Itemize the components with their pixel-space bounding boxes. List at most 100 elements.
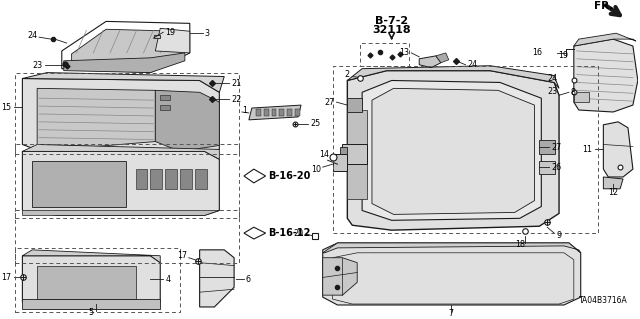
Text: 23: 23	[32, 61, 42, 70]
Text: 27: 27	[324, 98, 335, 107]
Text: 17: 17	[177, 251, 187, 260]
Polygon shape	[540, 161, 555, 174]
Text: 20: 20	[293, 229, 303, 238]
Polygon shape	[64, 53, 185, 73]
Polygon shape	[249, 105, 301, 120]
Polygon shape	[574, 39, 638, 112]
Text: B-16-12: B-16-12	[269, 228, 311, 238]
Polygon shape	[195, 169, 207, 189]
Text: 9: 9	[556, 231, 561, 240]
Text: 3: 3	[205, 29, 209, 38]
Text: 8: 8	[571, 88, 576, 97]
Polygon shape	[372, 88, 534, 214]
Polygon shape	[136, 169, 147, 189]
Polygon shape	[180, 169, 192, 189]
Text: 24: 24	[27, 31, 37, 40]
Polygon shape	[280, 109, 284, 116]
Polygon shape	[22, 73, 224, 92]
Text: 10: 10	[311, 165, 321, 174]
Text: 19: 19	[558, 51, 568, 60]
Polygon shape	[37, 266, 136, 299]
Polygon shape	[604, 122, 633, 177]
Bar	[360, 43, 410, 66]
Polygon shape	[419, 56, 441, 68]
Text: 24: 24	[547, 74, 557, 83]
Polygon shape	[62, 21, 190, 73]
Circle shape	[174, 110, 186, 122]
Text: TA04B3716A: TA04B3716A	[579, 296, 628, 305]
Polygon shape	[32, 161, 126, 206]
Text: 2: 2	[344, 70, 349, 79]
Text: 22: 22	[231, 95, 241, 104]
Text: 13: 13	[399, 48, 410, 57]
Polygon shape	[287, 109, 292, 116]
Polygon shape	[323, 258, 357, 295]
Polygon shape	[342, 145, 367, 164]
Polygon shape	[22, 299, 160, 309]
Text: 21: 21	[231, 79, 241, 88]
Text: 4: 4	[165, 275, 170, 284]
Polygon shape	[244, 227, 266, 239]
Text: 1: 1	[242, 106, 247, 115]
Polygon shape	[323, 243, 580, 253]
Text: 18: 18	[515, 241, 525, 249]
Polygon shape	[574, 33, 636, 46]
Polygon shape	[264, 109, 269, 116]
Polygon shape	[160, 105, 170, 110]
Bar	[15, 145, 239, 218]
Polygon shape	[340, 147, 348, 161]
Polygon shape	[200, 250, 234, 307]
Bar	[333, 66, 598, 233]
Polygon shape	[540, 140, 555, 154]
Polygon shape	[72, 29, 180, 69]
Polygon shape	[37, 88, 156, 146]
Text: 7: 7	[448, 309, 453, 318]
Bar	[15, 211, 239, 263]
Text: B-7-2: B-7-2	[375, 16, 408, 26]
Polygon shape	[22, 250, 160, 263]
Polygon shape	[256, 109, 260, 116]
Text: 17: 17	[1, 273, 12, 282]
Polygon shape	[165, 169, 177, 189]
Polygon shape	[348, 66, 559, 88]
Text: 11: 11	[582, 145, 593, 154]
Polygon shape	[348, 70, 559, 230]
Text: 27: 27	[551, 143, 561, 152]
Polygon shape	[271, 109, 276, 116]
Polygon shape	[22, 211, 220, 215]
Polygon shape	[604, 177, 623, 189]
Text: 15: 15	[1, 103, 12, 112]
Polygon shape	[362, 80, 541, 220]
Text: 5: 5	[89, 308, 94, 317]
Text: 14: 14	[319, 150, 330, 159]
Text: 26: 26	[551, 163, 561, 172]
Text: 19: 19	[165, 28, 175, 37]
Polygon shape	[150, 169, 162, 189]
Polygon shape	[348, 98, 362, 112]
Polygon shape	[22, 78, 220, 157]
Text: 24: 24	[467, 60, 477, 69]
Polygon shape	[348, 110, 367, 199]
Polygon shape	[156, 28, 190, 53]
Polygon shape	[156, 90, 220, 152]
Text: 32118: 32118	[372, 25, 411, 35]
Polygon shape	[574, 92, 589, 102]
Polygon shape	[333, 253, 574, 304]
Polygon shape	[22, 152, 220, 215]
Text: 12: 12	[608, 188, 618, 197]
Text: B-16-20: B-16-20	[269, 171, 311, 181]
Polygon shape	[244, 169, 266, 183]
Polygon shape	[436, 53, 449, 63]
Polygon shape	[160, 95, 170, 100]
Bar	[15, 73, 239, 154]
Polygon shape	[295, 109, 300, 116]
Text: FR.: FR.	[593, 1, 613, 11]
Text: 6: 6	[246, 275, 251, 284]
Bar	[15, 248, 180, 312]
Text: 16: 16	[532, 48, 542, 57]
Text: 23: 23	[547, 87, 557, 96]
Polygon shape	[22, 256, 160, 309]
Polygon shape	[333, 154, 348, 171]
Polygon shape	[323, 243, 580, 305]
Polygon shape	[154, 35, 160, 38]
